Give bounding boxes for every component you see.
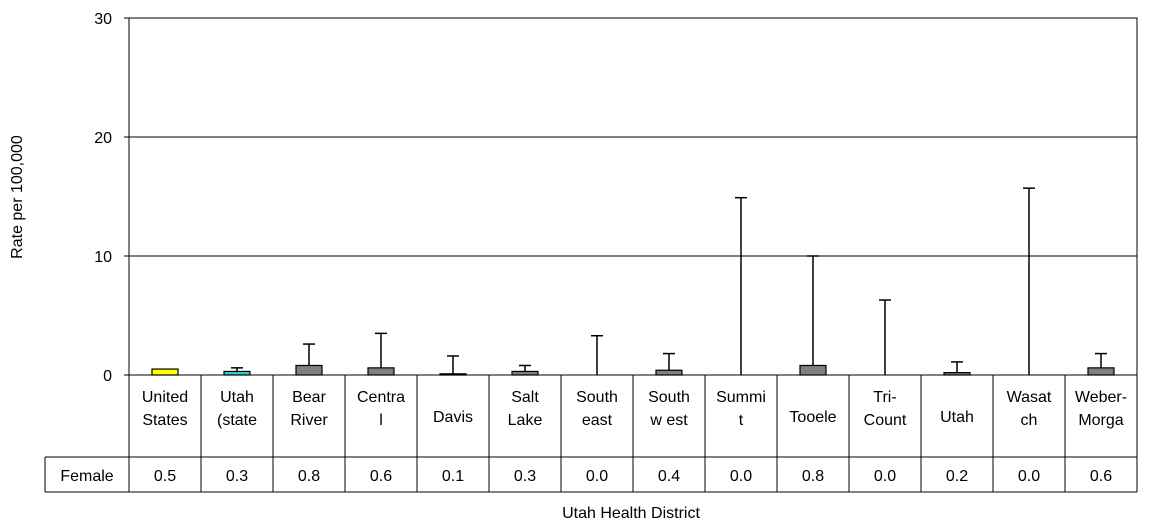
data-value-label: 0.0 xyxy=(874,468,896,485)
x-axis-title: Utah Health District xyxy=(562,505,700,522)
x-tick-label: Tooele xyxy=(789,409,836,426)
data-value-label: 0.0 xyxy=(730,468,752,485)
bar xyxy=(511,370,539,376)
data-value-label: 0.4 xyxy=(658,468,680,485)
x-tick-label: United States xyxy=(142,389,188,429)
data-table: United States Utah (state Bear River Centra l Da… xyxy=(44,375,1138,493)
bar xyxy=(655,369,683,376)
bar xyxy=(223,370,251,376)
bar xyxy=(799,364,827,376)
x-tick-label: Utah (state xyxy=(217,389,257,429)
data-value-label: 0.6 xyxy=(1090,468,1112,485)
data-value-label: 0.8 xyxy=(802,468,824,485)
bar xyxy=(943,372,971,376)
x-tick-label: Utah xyxy=(940,409,974,426)
x-tick-label: South east xyxy=(576,389,618,429)
bar xyxy=(295,364,323,376)
x-tick-label: South w est xyxy=(648,389,690,429)
gridlines xyxy=(124,17,1138,376)
data-value-label: 0.8 xyxy=(298,468,320,485)
x-tick-label: Wasat ch xyxy=(1007,389,1052,429)
data-value-label: 0.1 xyxy=(442,468,464,485)
x-tick-label: Davis xyxy=(433,409,473,426)
y-tick-label: 0 xyxy=(103,368,112,385)
plot-frame xyxy=(128,17,1138,376)
bar xyxy=(151,368,179,376)
data-value-label: 0.3 xyxy=(514,468,536,485)
y-tick-label: 20 xyxy=(94,130,112,147)
y-tick-label: 30 xyxy=(94,11,112,28)
x-tick-label: Centra l xyxy=(357,389,405,429)
data-value-label: 0.0 xyxy=(1018,468,1040,485)
data-value-label: 0.5 xyxy=(154,468,176,485)
x-tick-label: Tri-Count xyxy=(864,389,907,429)
x-tick-label: Bear River xyxy=(290,389,328,429)
x-tick-label: Salt Lake xyxy=(508,389,543,429)
bar xyxy=(1087,367,1115,376)
x-tick-label: Weber-Morga xyxy=(1075,389,1127,429)
bars xyxy=(151,364,1115,376)
data-value-label: 0.0 xyxy=(586,468,608,485)
series-name-label: Female xyxy=(60,468,113,485)
y-axis-title: Rate per 100,000 xyxy=(9,135,26,259)
data-value-label: 0.6 xyxy=(370,468,392,485)
x-tick-label: Summi t xyxy=(716,389,766,429)
bar xyxy=(439,373,467,376)
bar xyxy=(367,367,395,376)
data-value-label: 0.3 xyxy=(226,468,248,485)
y-tick-labels: 0 10 20 30 xyxy=(94,11,112,385)
data-value-label: 0.2 xyxy=(946,468,968,485)
error-bars xyxy=(231,187,1107,375)
y-tick-label: 10 xyxy=(94,249,112,266)
